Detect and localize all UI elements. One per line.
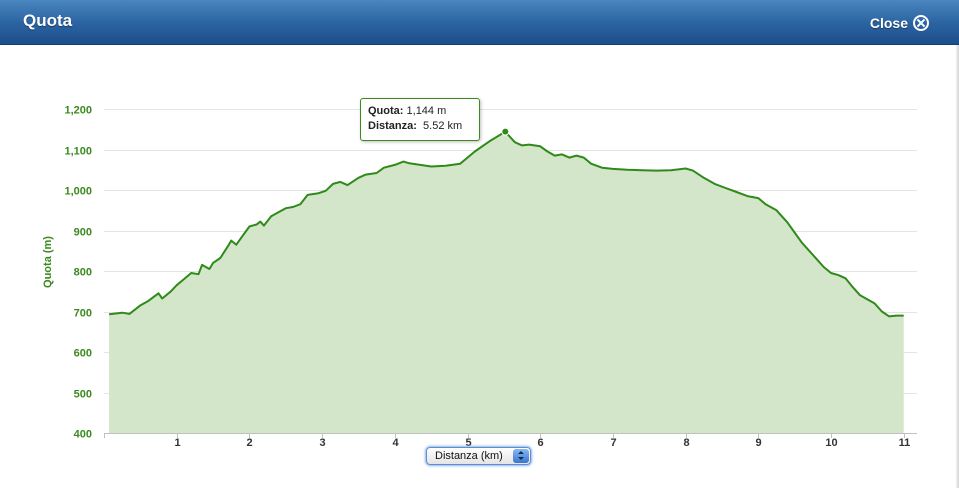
y-tick-label-500: 500 — [74, 389, 92, 401]
y-tick-label-1100: 1,100 — [64, 146, 92, 158]
tooltip-distanza-key: Distanza: — [368, 120, 417, 132]
x-tick-label-5: 5 — [465, 437, 471, 449]
tooltip-quota-key: Quota: — [368, 105, 404, 117]
select-arrows-icon[interactable] — [513, 449, 529, 463]
tick-labels: 400 500 600 700 800 900 1,000 1,100 1,200 1 2 3 4 5 6 7… — [64, 105, 910, 450]
y-tick-label-400: 400 — [74, 429, 92, 441]
x-tick-label-8: 8 — [683, 437, 689, 449]
x-tick-label-9: 9 — [755, 437, 761, 449]
tooltip-quota-row: Quota: 1,144 m — [368, 104, 472, 119]
x-tick-label-7: 7 — [610, 437, 616, 449]
x-tick-label-11: 11 — [899, 437, 911, 449]
chart-tooltip: Quota: 1,144 m Distanza: 5.52 km — [360, 98, 480, 141]
x-axis-select[interactable]: Distanza (km) — [426, 447, 531, 465]
elevation-area — [109, 131, 904, 433]
x-tick-label-10: 10 — [825, 437, 837, 449]
tooltip-distanza-value: 5.52 km — [423, 120, 463, 132]
plot-area — [108, 127, 904, 433]
elevation-line — [108, 130, 904, 318]
y-tick-label-1000: 1,000 — [64, 186, 92, 198]
x-tick-label-2: 2 — [246, 437, 252, 449]
x-tick-label-1: 1 — [174, 437, 180, 449]
y-tick-label-600: 600 — [74, 348, 92, 360]
y-tick-label-1200: 1,200 — [64, 105, 92, 117]
close-button-label[interactable]: Close — [869, 15, 908, 31]
x-tick-label-4: 4 — [392, 437, 399, 449]
close-button[interactable]: Close — [870, 13, 929, 33]
tooltip-distanza-row: Distanza: 5.52 km — [368, 119, 472, 134]
dialog-header: Quota Close — [0, 0, 959, 45]
highlight-point — [501, 127, 510, 136]
x-tick-label-3: 3 — [319, 437, 325, 449]
window-edge — [956, 45, 959, 488]
y-tick-label-900: 900 — [74, 227, 92, 239]
y-axis-title: Quota (m) — [42, 236, 54, 288]
x-axis-select-value[interactable]: Distanza (km) — [435, 450, 503, 462]
y-tick-label-700: 700 — [74, 308, 92, 320]
x-tick-label-6: 6 — [537, 437, 543, 449]
y-tick-label-800: 800 — [74, 267, 92, 279]
dialog-title: Quota — [23, 11, 73, 30]
tooltip-quota-value: 1,144 m — [406, 105, 447, 117]
close-circle-icon[interactable] — [913, 15, 929, 31]
axes — [104, 433, 917, 438]
